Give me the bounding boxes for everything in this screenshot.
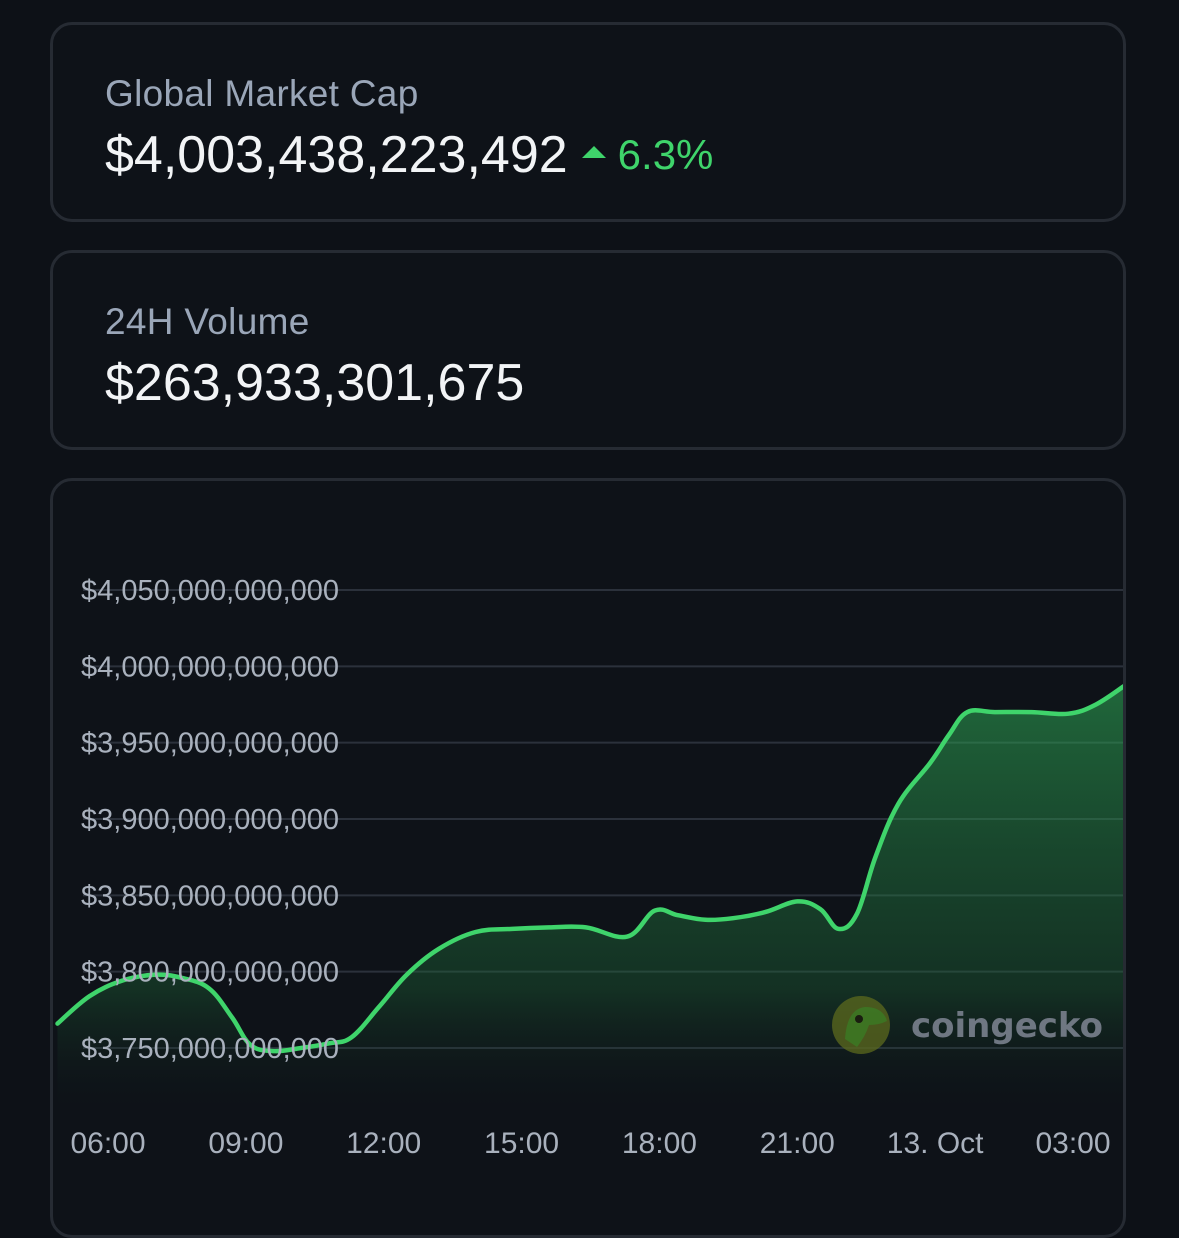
x-axis: 06:00 09:00 12:00 15:00 18:00 21:00 13. Oct 03:… xyxy=(70,1127,1110,1160)
market-cap-value-row: $4,003,438,223,492 6.3% xyxy=(105,125,713,185)
y-tick-label: $3,750,000,000,000 xyxy=(81,1033,339,1065)
market-cap-change-value: 6.3% xyxy=(617,131,714,178)
y-tick-label: $3,950,000,000,000 xyxy=(81,728,339,760)
y-tick-label: $4,000,000,000,000 xyxy=(81,651,339,683)
coingecko-watermark: coingecko xyxy=(832,996,1103,1054)
coingecko-logo-gecko xyxy=(845,1007,887,1047)
x-tick-label: 06:00 xyxy=(70,1127,145,1160)
market-cap-label: Global Market Cap xyxy=(105,73,419,114)
x-tick-label: 18:00 xyxy=(622,1127,697,1160)
market-cap-card[interactable]: Global Market Cap $4,003,438,223,492 6.3… xyxy=(50,22,1126,222)
x-tick-label: 12:00 xyxy=(346,1127,421,1160)
x-tick-label: 09:00 xyxy=(208,1127,283,1160)
x-tick-label: 03:00 xyxy=(1035,1127,1110,1160)
chart-gridlines xyxy=(83,589,1123,1049)
market-cap-value: $4,003,438,223,492 xyxy=(105,126,568,184)
x-tick-label: 15:00 xyxy=(484,1127,559,1160)
volume-value-row: $263,933,301,675 xyxy=(105,353,524,413)
volume-value: $263,933,301,675 xyxy=(105,354,525,412)
watermark-text: coingecko xyxy=(911,1006,1103,1046)
triangle-up-icon xyxy=(581,146,606,158)
market-cap-chart-card[interactable]: $3,750,000,000,000 $3,800,000,000,000 $3,8… xyxy=(50,478,1126,1238)
y-tick-label: $3,900,000,000,000 xyxy=(81,804,339,836)
x-tick-label: 13. Oct xyxy=(887,1127,984,1160)
volume-label: 24H Volume xyxy=(105,301,310,342)
market-cap-line[interactable] xyxy=(55,683,1127,1054)
y-tick-label: $4,050,000,000,000 xyxy=(81,575,339,607)
coingecko-logo-eye xyxy=(855,1015,863,1023)
volume-card[interactable]: 24H Volume $263,933,301,675 xyxy=(50,250,1126,450)
y-axis: $3,750,000,000,000 $3,800,000,000,000 $3,8… xyxy=(81,575,339,1065)
x-tick-label: 21:00 xyxy=(760,1127,835,1160)
y-tick-label: $3,850,000,000,000 xyxy=(81,880,339,912)
market-cap-change: 6.3% xyxy=(581,131,714,179)
y-tick-label: $3,800,000,000,000 xyxy=(81,957,339,989)
market-cap-chart[interactable]: $3,750,000,000,000 $3,800,000,000,000 $3,8… xyxy=(53,481,1126,1238)
